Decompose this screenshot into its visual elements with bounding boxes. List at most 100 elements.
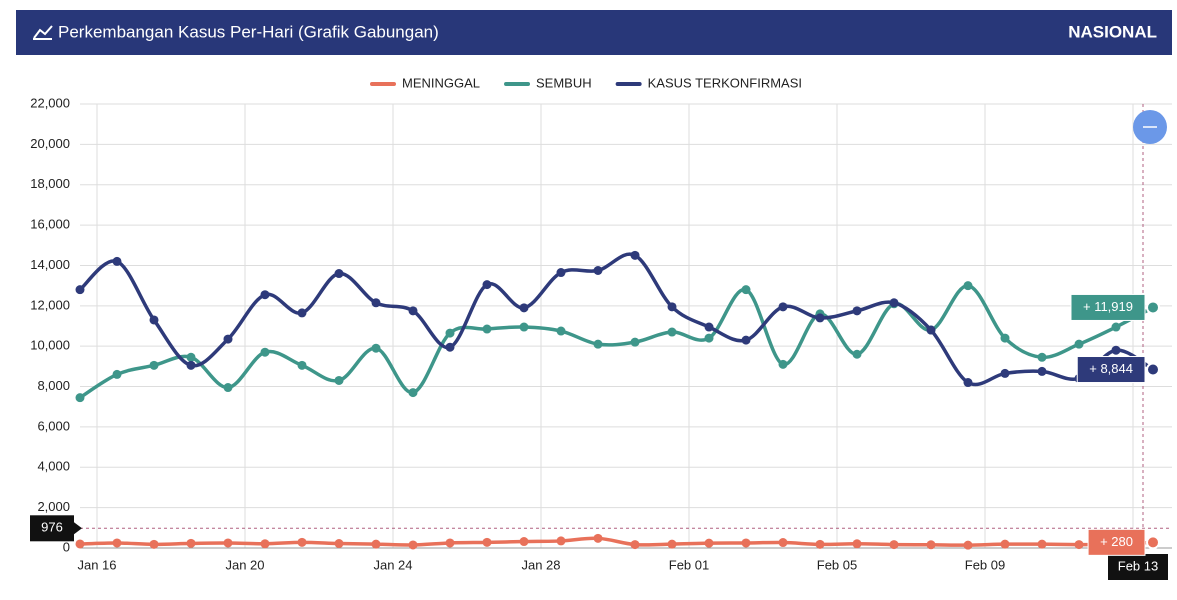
data-point <box>334 539 344 549</box>
data-point <box>630 250 640 260</box>
data-point <box>1000 368 1010 378</box>
legend-label: SEMBUH <box>536 75 592 90</box>
data-point <box>371 298 381 308</box>
value-label: + 8,844 <box>1089 361 1133 376</box>
data-point <box>704 333 714 343</box>
series-line <box>79 536 1154 547</box>
data-point <box>556 268 566 278</box>
value-label-box <box>1076 356 1146 384</box>
data-point <box>963 281 973 291</box>
data-point <box>1146 300 1160 315</box>
data-point <box>223 538 233 548</box>
data-point <box>1037 539 1047 549</box>
data-point <box>963 540 973 550</box>
data-point <box>297 537 307 547</box>
x-tick-label: Jan 16 <box>77 557 116 572</box>
data-point <box>926 325 936 335</box>
data-point <box>408 388 418 398</box>
value-label: + 280 <box>1100 534 1133 549</box>
header-title: Perkembangan Kasus Per-Hari (Grafik Gabu… <box>58 22 439 41</box>
x-tick-label: Feb 05 <box>817 557 857 572</box>
data-point <box>297 308 307 318</box>
data-point <box>75 393 85 403</box>
x-tick-label: Jan 20 <box>225 557 264 572</box>
y-tick-label: 2,000 <box>37 499 70 514</box>
legend-label: KASUS TERKONFIRMASI <box>648 75 802 90</box>
data-point <box>1000 333 1010 343</box>
value-label: + 11,919 <box>1083 299 1133 314</box>
data-point <box>667 302 677 312</box>
crosshair-box <box>30 515 74 542</box>
legend-label: MENINGGAL <box>402 75 480 90</box>
data-point <box>741 538 751 548</box>
data-point <box>704 322 714 332</box>
data-point <box>741 335 751 345</box>
x-tick-label: Feb 09 <box>965 557 1005 572</box>
data-point <box>445 328 455 338</box>
x-tick-label: Jan 24 <box>373 557 412 572</box>
data-point <box>75 539 85 549</box>
data-point <box>593 339 603 349</box>
data-point <box>630 337 640 347</box>
data-point <box>926 540 936 550</box>
data-point <box>1037 366 1047 376</box>
data-point <box>408 306 418 316</box>
data-point <box>667 539 677 549</box>
data-point <box>1074 339 1084 349</box>
data-point <box>186 352 196 362</box>
data-point <box>519 303 529 313</box>
data-point <box>630 540 640 550</box>
data-point <box>667 327 677 337</box>
series-line <box>79 283 1154 400</box>
data-point <box>519 537 529 547</box>
data-point <box>260 290 270 300</box>
chart-icon <box>33 25 53 39</box>
data-point <box>815 313 825 323</box>
data-point <box>1037 352 1047 362</box>
data-point <box>482 537 492 547</box>
data-point <box>741 285 751 295</box>
data-point <box>260 539 270 549</box>
crosshair-pointer <box>74 522 82 535</box>
y-tick-label: 6,000 <box>37 418 70 433</box>
x-tooltip-box <box>1108 554 1168 580</box>
data-point <box>593 533 603 543</box>
y-tick-label: 22,000 <box>30 95 70 110</box>
data-point <box>149 539 159 549</box>
value-label-box <box>1087 528 1146 556</box>
y-tick-label: 4,000 <box>37 459 70 474</box>
data-point <box>260 347 270 357</box>
header-region: NASIONAL <box>1068 22 1157 41</box>
y-tick-label: 16,000 <box>30 217 70 232</box>
y-tick-label: 0 <box>63 539 70 554</box>
data-point <box>445 342 455 352</box>
value-label-box <box>1070 293 1146 321</box>
data-point <box>186 538 196 548</box>
y-tick-label: 10,000 <box>30 338 70 353</box>
data-point <box>223 334 233 344</box>
data-point <box>482 324 492 334</box>
data-point <box>75 285 85 295</box>
data-point <box>889 298 899 308</box>
data-point <box>482 280 492 290</box>
data-point <box>371 343 381 353</box>
data-point <box>408 540 418 550</box>
data-point <box>778 302 788 312</box>
y-tick-label: 8,000 <box>37 378 70 393</box>
y-tick-label: 18,000 <box>30 176 70 191</box>
data-point <box>704 538 714 548</box>
data-point <box>778 538 788 548</box>
data-point <box>556 326 566 336</box>
data-point <box>112 369 122 379</box>
data-point <box>963 378 973 388</box>
data-point <box>1074 540 1084 550</box>
data-point <box>149 315 159 325</box>
y-tick-label: 20,000 <box>30 136 70 151</box>
y-tick-label: 12,000 <box>30 297 70 312</box>
data-point <box>223 383 233 393</box>
data-point <box>852 349 862 359</box>
data-point <box>852 539 862 549</box>
data-point <box>371 539 381 549</box>
x-tick-label: Jan 28 <box>521 557 560 572</box>
